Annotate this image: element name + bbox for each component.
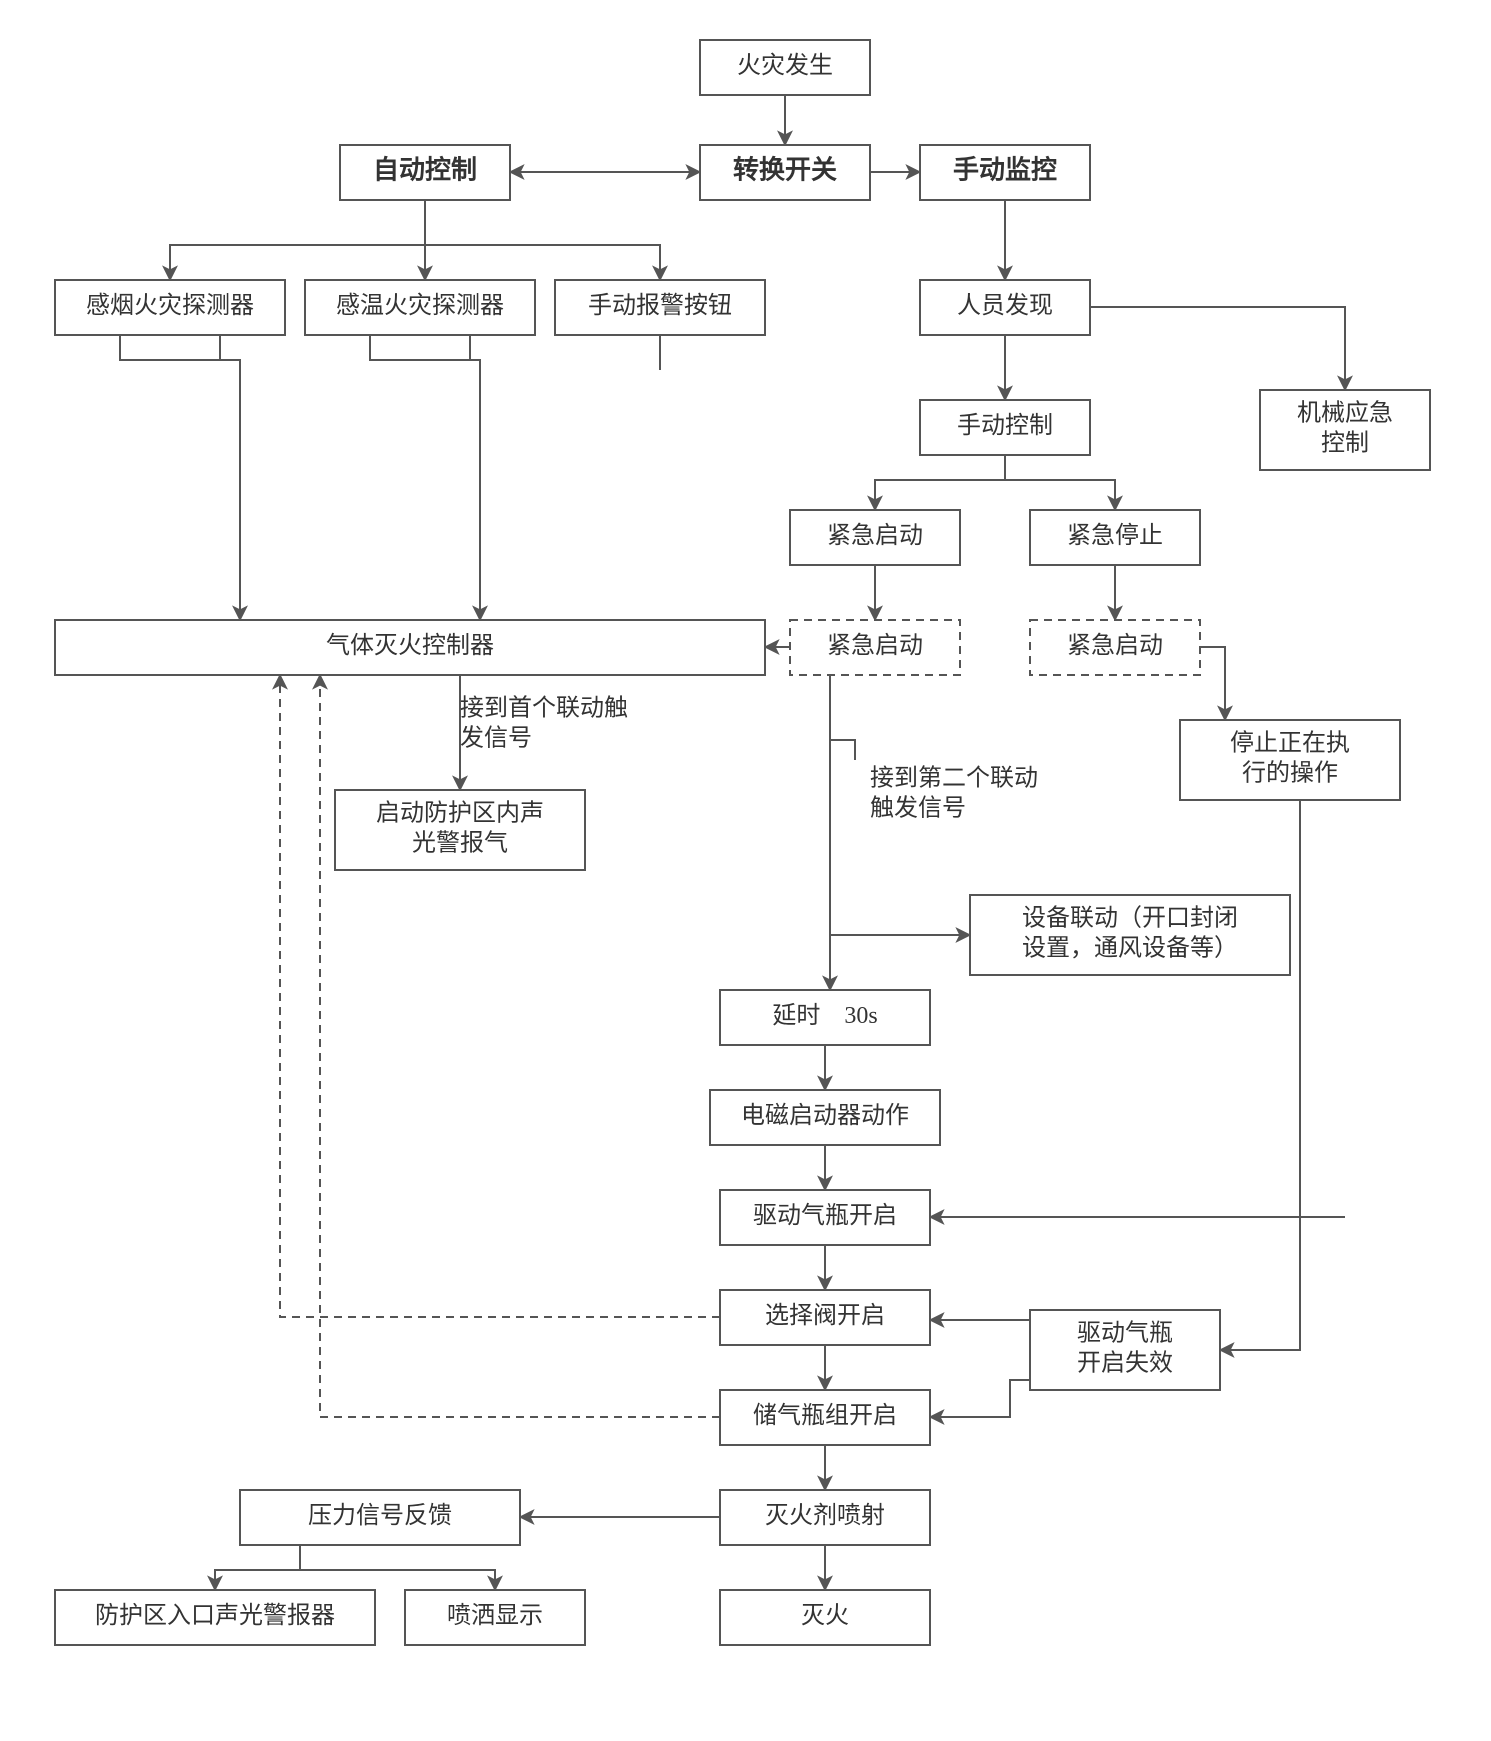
node-label-controller-0: 气体灭火控制器: [326, 632, 494, 659]
node-stop_op: 停止正在执行的操作: [1180, 720, 1400, 800]
node-e_stop: 紧急停止: [1030, 510, 1200, 565]
node-mech: 机械应急控制: [1260, 390, 1430, 470]
node-label-linkage-0: 设备联动（开口封闭: [1022, 905, 1238, 932]
edge-d2: [320, 675, 720, 1417]
node-label-stop_op-1: 行的操作: [1242, 760, 1338, 787]
node-drv_fail: 驱动气瓶开启失效: [1030, 1310, 1220, 1390]
node-label-act_alarm-1: 光警报气: [412, 830, 508, 857]
edge-e29b: [300, 1570, 495, 1590]
node-linkage: 设备联动（开口封闭设置，通风设备等）: [970, 895, 1290, 975]
edge-e10: [120, 335, 240, 620]
node-d_start: 紧急启动: [790, 620, 960, 675]
node-label-d_start-0: 紧急启动: [827, 632, 923, 659]
node-agent: 灭火剂喷射: [720, 1490, 930, 1545]
node-label-spray_disp-0: 喷洒显示: [447, 1602, 543, 1629]
node-label-delay-0: 延时 30s: [772, 1002, 877, 1029]
edge-e11: [370, 335, 480, 620]
node-label-smoke-0: 感烟火灾探测器: [86, 292, 254, 319]
node-drv_open: 驱动气瓶开启: [720, 1190, 930, 1245]
node-label-pressure-0: 压力信号反馈: [308, 1502, 452, 1529]
free-label-lbl_second-1: 触发信号: [870, 795, 966, 822]
node-switch: 转换开关: [700, 145, 870, 200]
edge-e17prime: [830, 740, 855, 760]
node-label-stop_op-0: 停止正在执: [1230, 730, 1350, 757]
node-label-sel_open-0: 选择阀开启: [765, 1302, 885, 1329]
node-fire: 火灾发生: [700, 40, 870, 95]
node-label-mech-1: 控制: [1321, 430, 1369, 457]
node-person: 人员发现: [920, 280, 1090, 335]
edge-e15: [1200, 647, 1225, 720]
free-label-lbl_second-0: 接到第二个联动: [870, 765, 1038, 792]
node-label-d_stop-0: 紧急启动: [1067, 632, 1163, 659]
node-label-switch-0: 转换开关: [733, 155, 837, 184]
edge-e29: [215, 1545, 300, 1590]
edge-e16: [1220, 800, 1300, 1350]
node-label-manual_ctrl-0: 手动控制: [957, 412, 1053, 439]
node-label-e_start-0: 紧急启动: [827, 522, 923, 549]
node-heat: 感温火灾探测器: [305, 280, 535, 335]
edge-e4c: [425, 245, 660, 280]
node-label-person-0: 人员发现: [957, 292, 1053, 319]
node-spray_disp: 喷洒显示: [405, 1590, 585, 1645]
node-label-fire-0: 火灾发生: [737, 52, 833, 79]
node-manual_ctrl: 手动控制: [920, 400, 1090, 455]
node-label-act_alarm-0: 启动防护区内声: [376, 800, 544, 827]
node-label-drv_open-0: 驱动气瓶开启: [753, 1202, 897, 1229]
node-fire_out: 灭火: [720, 1590, 930, 1645]
edge-e4: [170, 200, 425, 280]
node-smoke: 感烟火灾探测器: [55, 280, 285, 335]
node-label-drv_fail-0: 驱动气瓶: [1077, 1320, 1173, 1347]
node-cyl_open: 储气瓶组开启: [720, 1390, 930, 1445]
edge-e27: [930, 1380, 1030, 1417]
node-label-manual_mon-0: 手动监控: [953, 155, 1057, 184]
node-label-heat-0: 感温火灾探测器: [336, 292, 504, 319]
node-delay: 延时 30s: [720, 990, 930, 1045]
free-label-lbl_first-1: 发信号: [460, 725, 532, 752]
edge-e7b: [1005, 480, 1115, 510]
node-manual_mon: 手动监控: [920, 145, 1090, 200]
node-controller: 气体灭火控制器: [55, 620, 765, 675]
edge-e6b: [1090, 307, 1345, 390]
node-e_start: 紧急启动: [790, 510, 960, 565]
node-label-fire_out-0: 灭火: [801, 1603, 849, 1629]
node-btn: 手动报警按钮: [555, 280, 765, 335]
node-sel_open: 选择阀开启: [720, 1290, 930, 1345]
node-label-linkage-1: 设置，通风设备等）: [1022, 935, 1238, 962]
node-act_alarm: 启动防护区内声光警报气: [335, 790, 585, 870]
node-em_act: 电磁启动器动作: [710, 1090, 940, 1145]
node-label-em_act-0: 电磁启动器动作: [741, 1102, 909, 1129]
node-auto_ctrl: 自动控制: [340, 145, 510, 200]
node-d_stop: 紧急启动: [1030, 620, 1200, 675]
node-pressure: 压力信号反馈: [240, 1490, 520, 1545]
node-label-drv_fail-1: 开启失效: [1077, 1350, 1173, 1377]
node-label-alarm_out-0: 防护区入口声光警报器: [95, 1602, 335, 1629]
fire-suppression-flowchart: 火灾发生自动控制 转换开关 手动监控感烟火灾探测器 感温火灾探测器 手动报警按钮 人员发现…: [0, 0, 1491, 1741]
edge-e7: [875, 455, 1005, 510]
node-label-e_stop-0: 紧急停止: [1067, 522, 1163, 549]
node-label-auto_ctrl-0: 自动控制: [373, 154, 477, 184]
node-label-mech-0: 机械应急: [1297, 400, 1393, 427]
node-label-agent-0: 灭火剂喷射: [765, 1502, 885, 1529]
node-alarm_out: 防护区入口声光警报器: [55, 1590, 375, 1645]
node-label-cyl_open-0: 储气瓶组开启: [753, 1402, 897, 1429]
node-label-btn-0: 手动报警按钮: [588, 292, 732, 319]
free-label-lbl_first-0: 接到首个联动触: [460, 695, 628, 722]
edge-d1: [280, 675, 720, 1317]
